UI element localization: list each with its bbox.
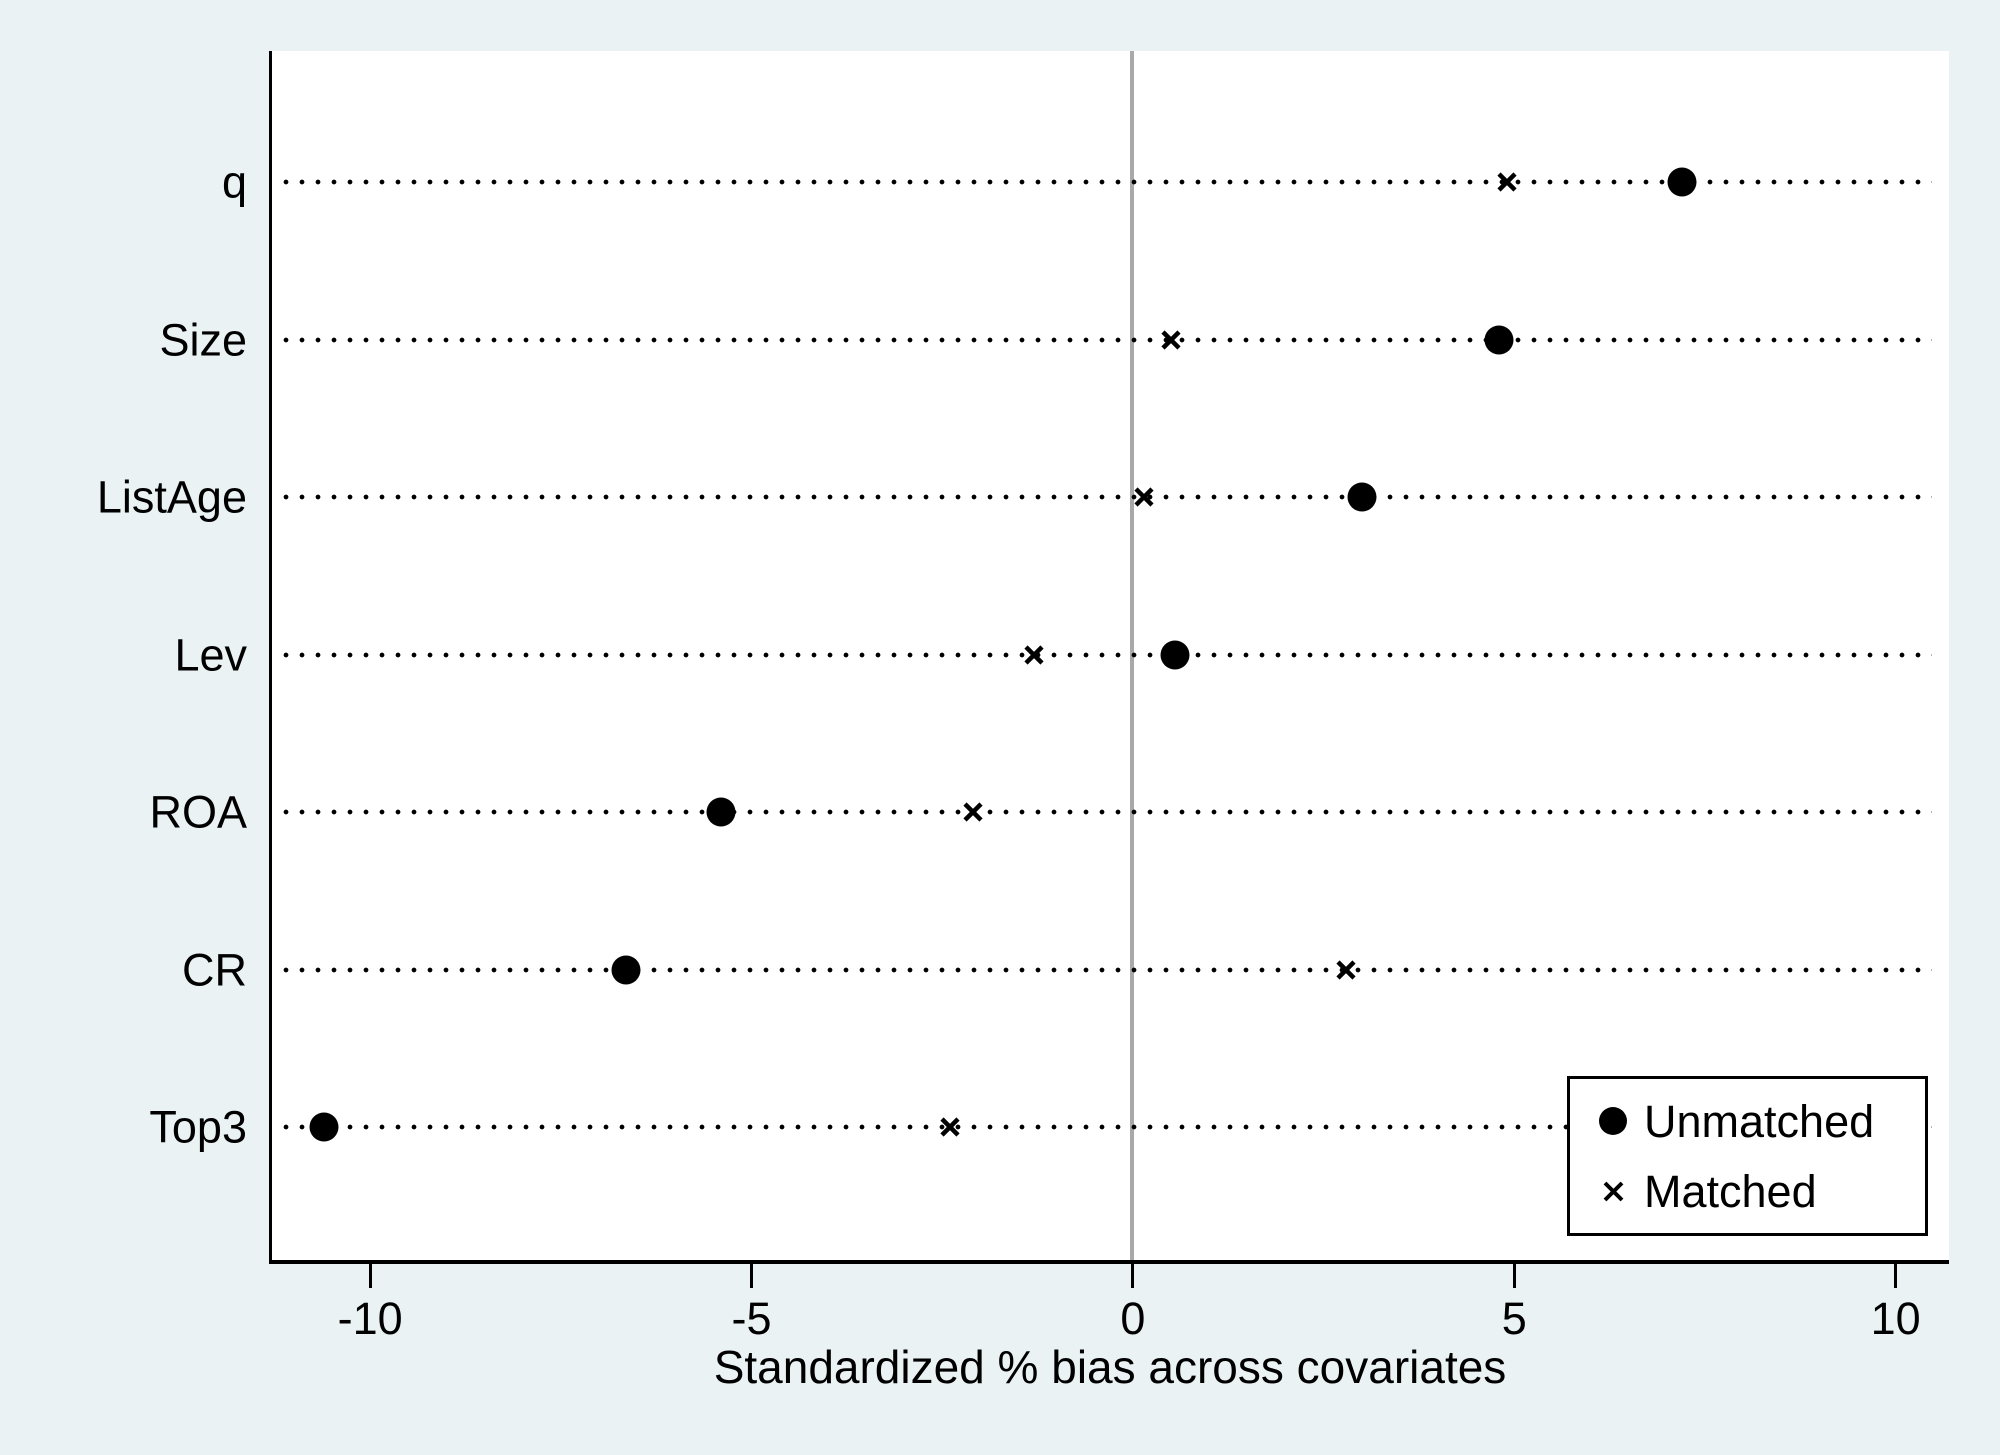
matched-point-marker	[1134, 487, 1155, 508]
category-label: CR	[182, 944, 247, 995]
x-axis-tick	[368, 1262, 372, 1288]
y-axis-line	[269, 51, 272, 1263]
x-axis-tick-label: -5	[731, 1293, 772, 1344]
dotted-leader-line	[278, 809, 1932, 815]
category-label: Size	[159, 314, 247, 365]
x-axis-tick	[1131, 1262, 1135, 1288]
unmatched-point-marker	[1667, 167, 1697, 197]
unmatched-point-marker	[611, 955, 641, 984]
legend-entry-matched: Matched	[1582, 1162, 1925, 1220]
x-axis-tick-label: 0	[1120, 1293, 1146, 1344]
x-axis-line	[269, 1260, 1949, 1264]
unmatched-point-marker	[1347, 482, 1377, 512]
x-axis-tick	[1512, 1262, 1516, 1288]
filled-circle-marker-icon	[1582, 1107, 1644, 1135]
x-axis-tick-label: -10	[337, 1293, 403, 1344]
dotted-leader-line	[278, 179, 1932, 185]
x-cross-marker-icon	[1582, 1180, 1644, 1203]
category-label: ListAge	[96, 471, 247, 523]
category-label: q	[221, 156, 247, 208]
legend-label-matched: Matched	[1644, 1165, 1817, 1217]
category-label: Top3	[149, 1101, 247, 1153]
x-axis-tick-label: 10	[1870, 1293, 1921, 1344]
dotted-leader-line	[278, 966, 1932, 973]
dotted-leader-line	[278, 651, 1932, 658]
dotted-leader-line	[278, 1124, 1932, 1130]
unmatched-point-marker	[309, 1112, 339, 1142]
unmatched-point-marker	[1160, 640, 1190, 669]
legend-entry-unmatched: Unmatched	[1582, 1092, 1925, 1150]
x-axis-tick-label: 5	[1501, 1293, 1527, 1344]
unmatched-point-marker	[1484, 325, 1514, 354]
x-axis-tick	[1894, 1262, 1898, 1288]
matched-point-marker	[1336, 959, 1357, 980]
matched-point-marker	[1161, 329, 1182, 350]
legend-box: Unmatched Matched	[1567, 1076, 1928, 1236]
x-axis-tick	[750, 1262, 754, 1288]
matched-point-marker	[1496, 172, 1517, 193]
category-label: Lev	[174, 629, 247, 680]
x-axis-title: Standardized % bias across covariates	[713, 1341, 1507, 1393]
matched-point-marker	[962, 802, 983, 823]
matched-point-marker	[939, 1117, 960, 1138]
legend-label-unmatched: Unmatched	[1644, 1095, 1875, 1147]
unmatched-point-marker	[706, 797, 736, 827]
dotted-leader-line	[278, 336, 1932, 343]
matched-point-marker	[1023, 644, 1044, 665]
category-label: ROA	[149, 786, 247, 838]
dotted-leader-line	[278, 494, 1932, 500]
